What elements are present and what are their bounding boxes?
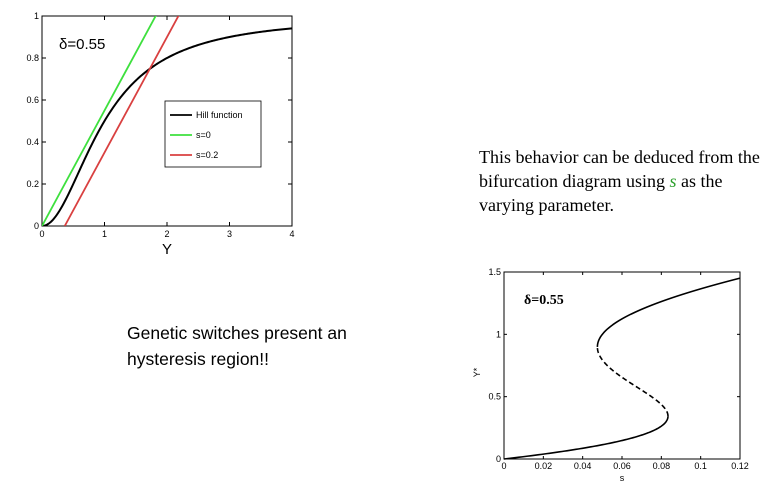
bifurcation-caption-post: as the varying parameter. bbox=[479, 171, 723, 215]
x-tick-label: 0.06 bbox=[613, 461, 631, 471]
bifurcation-branch bbox=[596, 346, 669, 417]
legend-box bbox=[164, 100, 262, 168]
series-line bbox=[42, 16, 157, 226]
bifurcation-diagram: 0 0.02 0.04 0.06 0.08 0.1 0.12 0 0.5 1 1.5 δ=0.55 s Y… bbox=[472, 267, 749, 483]
x-tick-label: 0.02 bbox=[535, 461, 553, 471]
x-tick-label: 2 bbox=[164, 229, 169, 239]
legend-label: Hill function bbox=[196, 110, 243, 120]
x-tick-label: 4 bbox=[289, 229, 294, 239]
y-tick-label: 1.5 bbox=[488, 267, 501, 277]
y-tick-label: 0 bbox=[496, 454, 501, 464]
x-axis-label: Y bbox=[162, 241, 172, 258]
chart-annotation: δ=0.55 bbox=[59, 36, 105, 53]
chart-annotation: δ=0.55 bbox=[524, 293, 564, 308]
x-tick-label: 0.04 bbox=[574, 461, 592, 471]
bifurcation-branch bbox=[596, 277, 740, 347]
y-tick-label: 1 bbox=[34, 11, 39, 21]
x-tick-label: 0.08 bbox=[653, 461, 671, 471]
y-tick-label: 0.5 bbox=[488, 392, 501, 402]
y-tick-label: 0 bbox=[34, 221, 39, 231]
series-line bbox=[63, 16, 180, 226]
bifurcation-caption: This behavior can be deduced from the bi… bbox=[479, 145, 765, 217]
x-tick-label: 0 bbox=[501, 461, 506, 471]
x-tick-label: 1 bbox=[102, 229, 107, 239]
legend-label: s=0.2 bbox=[196, 150, 218, 160]
x-tick-label: 0.12 bbox=[731, 461, 749, 471]
legend-label: s=0 bbox=[196, 130, 211, 140]
y-tick-label: 0.6 bbox=[26, 95, 39, 105]
bifurcation-caption-pre: This behavior can be deduced from the bi… bbox=[479, 147, 760, 191]
x-tick-label: 0.1 bbox=[694, 461, 707, 471]
x-tick-label: 0 bbox=[39, 229, 44, 239]
hill-function-chart: 0 1 2 3 4 0 0.2 0.4 0.6 0.8 1 δ=0.55 Y Hill function s… bbox=[26, 11, 294, 258]
y-tick-label: 0.4 bbox=[26, 137, 39, 147]
y-tick-label: 0.2 bbox=[26, 179, 39, 189]
series-line bbox=[42, 27, 292, 226]
y-axis-label: Y* bbox=[472, 367, 482, 377]
y-tick-label: 1 bbox=[496, 329, 501, 339]
x-tick-label: 3 bbox=[227, 229, 232, 239]
bifurcation-caption-variable: s bbox=[669, 171, 677, 191]
plot-lines bbox=[42, 16, 292, 226]
x-axis-label: s bbox=[620, 473, 625, 483]
y-tick-label: 0.8 bbox=[26, 53, 39, 63]
bifurcation-branch bbox=[503, 416, 669, 460]
hysteresis-note: Genetic switches present an hysteresis r… bbox=[127, 323, 347, 369]
